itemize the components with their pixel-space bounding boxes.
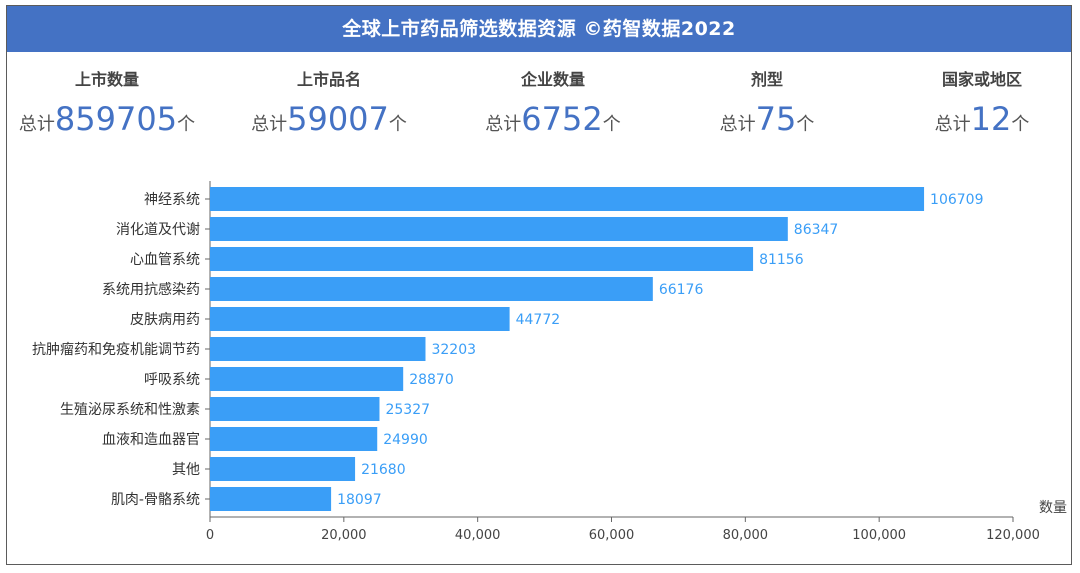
data-label: 21680: [361, 462, 406, 478]
stat-value: 59007: [287, 100, 389, 138]
bar: [210, 277, 653, 301]
page-title: 全球上市药品筛选数据资源 ©药智数据2022: [7, 6, 1071, 52]
stat-company-count: 企业数量 总计6752个: [453, 68, 653, 138]
stat-label: 上市品名: [296, 70, 361, 89]
bar: [210, 397, 380, 421]
stat-unit: 个: [796, 114, 815, 135]
data-label: 32203: [431, 342, 476, 358]
category-label: 消化道及代谢: [116, 222, 200, 238]
stat-prefix: 总计: [251, 114, 288, 135]
x-tick-label: 100,000: [852, 528, 906, 543]
category-label: 神经系统: [144, 192, 200, 208]
category-label: 生殖泌尿系统和性激素: [60, 401, 200, 418]
category-label: 血液和造血器官: [102, 432, 200, 448]
category-label: 心血管系统: [130, 252, 200, 268]
category-label: 抗肿瘤药和免疫机能调节药: [32, 341, 200, 358]
category-label: 系统用抗感染药: [102, 281, 200, 298]
stat-prefix: 总计: [719, 114, 756, 135]
x-tick-label: 40,000: [455, 528, 501, 543]
category-label: 肌肉-骨骼系统: [111, 492, 200, 508]
stat-label: 上市数量: [74, 70, 139, 89]
data-label: 18097: [337, 492, 382, 508]
bar: [210, 427, 378, 451]
stat-prefix: 总计: [934, 114, 971, 135]
stat-product-names: 上市品名 总计59007个: [229, 68, 429, 138]
bar-chart: 0 20,000 40,000 60,000 80,000 100,000 120,000 数…: [32, 181, 1067, 543]
stat-listed-count: 上市数量 总计859705个: [7, 68, 207, 138]
stat-countries: 国家或地区 总计12个: [917, 68, 1047, 138]
data-label: 86347: [794, 222, 839, 238]
data-label: 28870: [409, 372, 454, 388]
data-label: 44772: [516, 312, 561, 328]
data-label: 66176: [659, 282, 704, 298]
stats-row: 上市数量 总计859705个 上市品名 总计59007个 企业数量 总计6752…: [7, 68, 1071, 148]
bar: [210, 457, 356, 481]
stat-unit: 个: [177, 114, 196, 135]
stat-label: 剂型: [750, 70, 783, 89]
bar: [210, 367, 404, 391]
stat-unit: 个: [602, 114, 621, 135]
stat-label: 国家或地区: [941, 70, 1022, 89]
x-axis-title: 数量: [1039, 500, 1067, 516]
data-label: 24990: [383, 432, 428, 448]
bar: [210, 187, 925, 211]
dashboard-frame: 全球上市药品筛选数据资源 ©药智数据2022 上市数量 总计859705个 上市…: [6, 5, 1072, 565]
stat-line: 总计6752个: [453, 100, 653, 138]
category-label: 皮肤病用药: [130, 312, 200, 328]
x-tick-label: 20,000: [321, 528, 367, 543]
bar: [210, 217, 788, 241]
stat-value: 12: [970, 100, 1012, 138]
stat-line: 总计75个: [667, 100, 867, 138]
bar: [210, 337, 426, 361]
bar: [210, 487, 332, 511]
stat-unit: 个: [388, 114, 407, 135]
stat-unit: 个: [1011, 114, 1030, 135]
x-tick-label: 0: [206, 528, 214, 543]
stat-value: 75: [755, 100, 797, 138]
stat-line: 总计859705个: [7, 100, 207, 138]
stat-prefix: 总计: [485, 114, 522, 135]
data-label: 106709: [930, 192, 983, 208]
stat-label: 企业数量: [520, 70, 585, 89]
stat-line: 总计12个: [917, 100, 1047, 138]
x-tick-label: 80,000: [723, 528, 769, 543]
x-tick-label: 120,000: [986, 528, 1040, 543]
stat-prefix: 总计: [18, 114, 55, 135]
x-tick-label: 60,000: [589, 528, 635, 543]
stat-value: 6752: [521, 100, 603, 138]
stat-value: 859705: [54, 100, 178, 138]
category-label: 其他: [172, 462, 200, 478]
data-label: 25327: [385, 402, 430, 418]
bar: [210, 307, 510, 331]
data-label: 81156: [759, 252, 804, 268]
stat-line: 总计59007个: [229, 100, 429, 138]
stat-dosage-forms: 剂型 总计75个: [667, 68, 867, 138]
category-label: 呼吸系统: [144, 372, 200, 388]
bar: [210, 247, 754, 271]
